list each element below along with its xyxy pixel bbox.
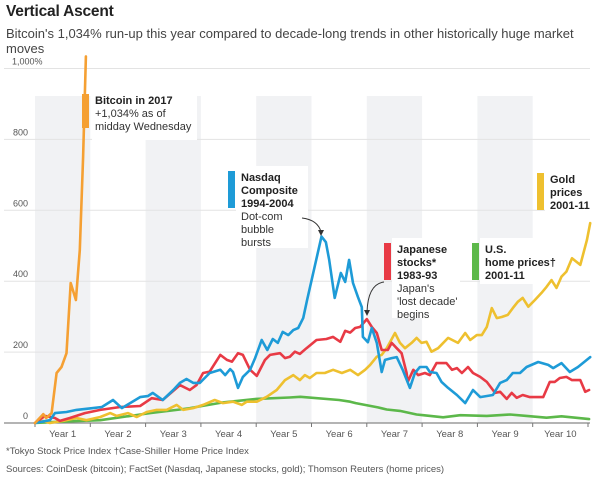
y-axis-ticks: 0 200 400 600 800 1,000% bbox=[12, 57, 43, 422]
x-tick-label: Year 6 bbox=[326, 429, 353, 440]
x-tick-label: Year 7 bbox=[381, 429, 408, 440]
series-label-nasdaq: 1994-2004 bbox=[241, 198, 294, 210]
series-line-gold bbox=[33, 221, 592, 425]
x-tick-label: Year 4 bbox=[215, 429, 242, 440]
series-label-home: home prices† bbox=[485, 257, 556, 269]
footnote-sources: Sources: CoinDesk (bitcoin); FactSet (Na… bbox=[6, 464, 445, 475]
y-tick-label: 400 bbox=[13, 269, 28, 279]
x-axis: Year 1 Year 2 Year 3 Year 4 Year 5 Year 6 Year… bbox=[34, 423, 589, 440]
label-bg-bitcoin bbox=[92, 88, 197, 140]
x-tick-label: Year 2 bbox=[104, 429, 131, 440]
x-tick-label: Year 5 bbox=[270, 429, 297, 440]
y-tick-label: 800 bbox=[13, 127, 28, 137]
label-bg-nasdaq bbox=[236, 166, 308, 248]
series-label-bitcoin: Bitcoin in 2017 bbox=[95, 95, 173, 107]
series-label-japan: begins bbox=[397, 309, 430, 321]
x-tick-label: Year 10 bbox=[544, 429, 576, 440]
label-backgrounds bbox=[92, 88, 600, 318]
label-bg-home bbox=[480, 238, 560, 284]
series-label-japan: Japan's bbox=[397, 283, 435, 295]
y-tick-label: 1,000% bbox=[12, 57, 43, 67]
footnote-indices: *Tokyo Stock Price Index †Case-Shiller H… bbox=[6, 446, 249, 457]
label-bg-gold bbox=[545, 168, 600, 214]
series-label-home: 2001-11 bbox=[485, 270, 525, 282]
japan-arrow-head bbox=[364, 310, 370, 316]
legend-swatch-home bbox=[472, 243, 479, 280]
series-label-japan: Japanese bbox=[397, 244, 447, 256]
legend-swatch-nasdaq bbox=[228, 171, 235, 208]
series-label-home: U.S. bbox=[485, 244, 506, 256]
series-label-japan: 1983-93 bbox=[397, 270, 437, 282]
japan-annotation-arrow bbox=[366, 281, 385, 313]
series-label-nasdaq: Nasdaq bbox=[241, 172, 281, 184]
x-tick-label: Year 1 bbox=[49, 429, 76, 440]
x-tick-label: Year 3 bbox=[160, 429, 187, 440]
y-tick-label: 600 bbox=[13, 198, 28, 208]
legend-swatch-bitcoin bbox=[82, 94, 89, 128]
series-label-gold: 2001-11 bbox=[550, 200, 590, 212]
annotation-arrows bbox=[301, 217, 385, 316]
year-band-3 bbox=[145, 96, 201, 423]
series-label-gold: prices bbox=[550, 187, 582, 199]
series-label-nasdaq: bubble bbox=[241, 224, 274, 236]
series-label-nasdaq: Composite bbox=[241, 185, 298, 197]
series-label-nasdaq: bursts bbox=[241, 237, 271, 249]
series-label-japan: stocks* bbox=[397, 257, 437, 269]
legend-swatch-japan bbox=[384, 243, 391, 280]
series-label-bitcoin: +1,034% as of bbox=[95, 108, 167, 120]
legend-swatch-gold bbox=[537, 173, 544, 210]
x-tick-label: Year 9 bbox=[491, 429, 518, 440]
y-tick-label: 0 bbox=[23, 411, 28, 421]
series-lines bbox=[33, 55, 592, 425]
x-tick-label: Year 8 bbox=[436, 429, 463, 440]
chart-subtitle: Bitcoin's 1,034% run-up this year compar… bbox=[6, 26, 574, 56]
year-band-5 bbox=[256, 96, 312, 423]
label-bg-japan bbox=[392, 238, 460, 318]
year-band-1 bbox=[35, 96, 91, 423]
chart-title: Vertical Ascent bbox=[6, 3, 114, 20]
series-line-bitcoin bbox=[33, 55, 88, 425]
y-tick-label: 200 bbox=[13, 340, 28, 350]
series-label-japan: 'lost decade' bbox=[397, 296, 457, 308]
series-line-nasdaq bbox=[33, 235, 592, 425]
series-label-bitcoin: midday Wednesday bbox=[95, 121, 192, 133]
nasdaq-arrow-head bbox=[318, 230, 324, 236]
series-label-gold: Gold bbox=[550, 174, 575, 186]
series-label-nasdaq: Dot-com bbox=[241, 211, 283, 223]
